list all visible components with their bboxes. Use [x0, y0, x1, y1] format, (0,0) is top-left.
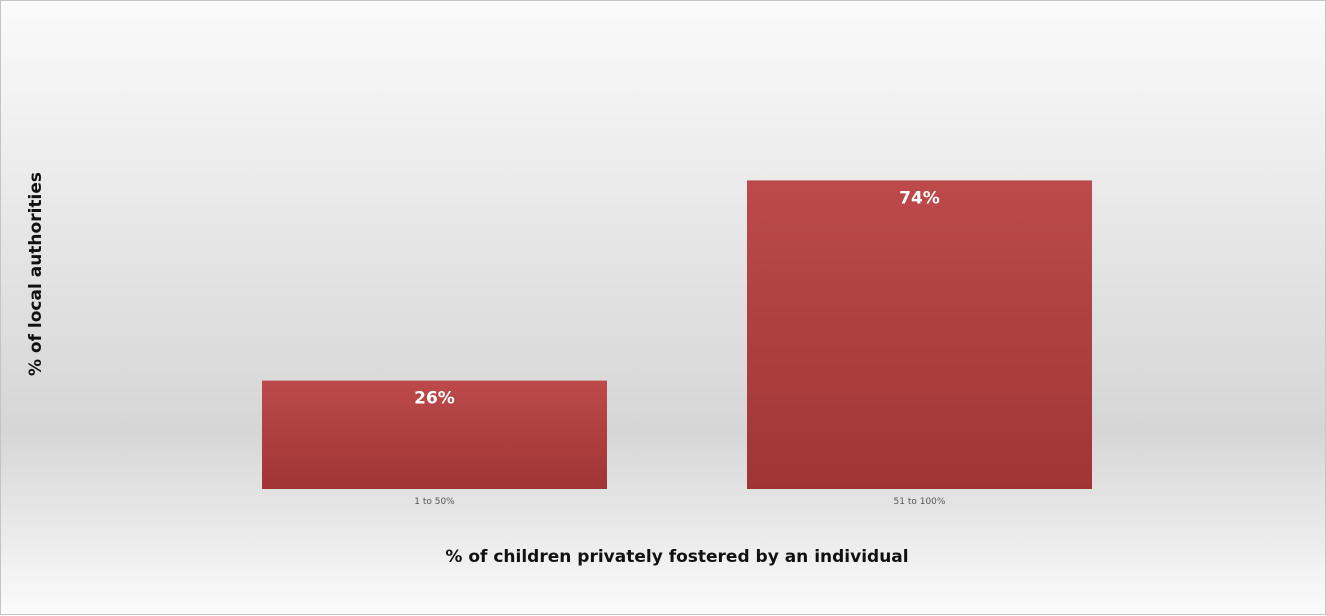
bars-group — [262, 180, 1092, 490]
bar-2 — [747, 180, 1092, 490]
data-label-2: 74% — [899, 188, 940, 208]
data-labels-group: 26% 74% — [414, 188, 940, 408]
x-axis-title: % of children privately fostered by an i… — [445, 547, 908, 567]
y-axis-title: % of local authorities — [26, 172, 46, 376]
bar-1 — [262, 380, 607, 489]
data-label-1: 26% — [414, 389, 455, 409]
x-tick-label-2: 51 to 100% — [894, 497, 946, 507]
x-tick-label-1: 1 to 50% — [414, 497, 455, 507]
x-tick-labels-group: 1 to 50% 51 to 100% — [414, 497, 946, 507]
